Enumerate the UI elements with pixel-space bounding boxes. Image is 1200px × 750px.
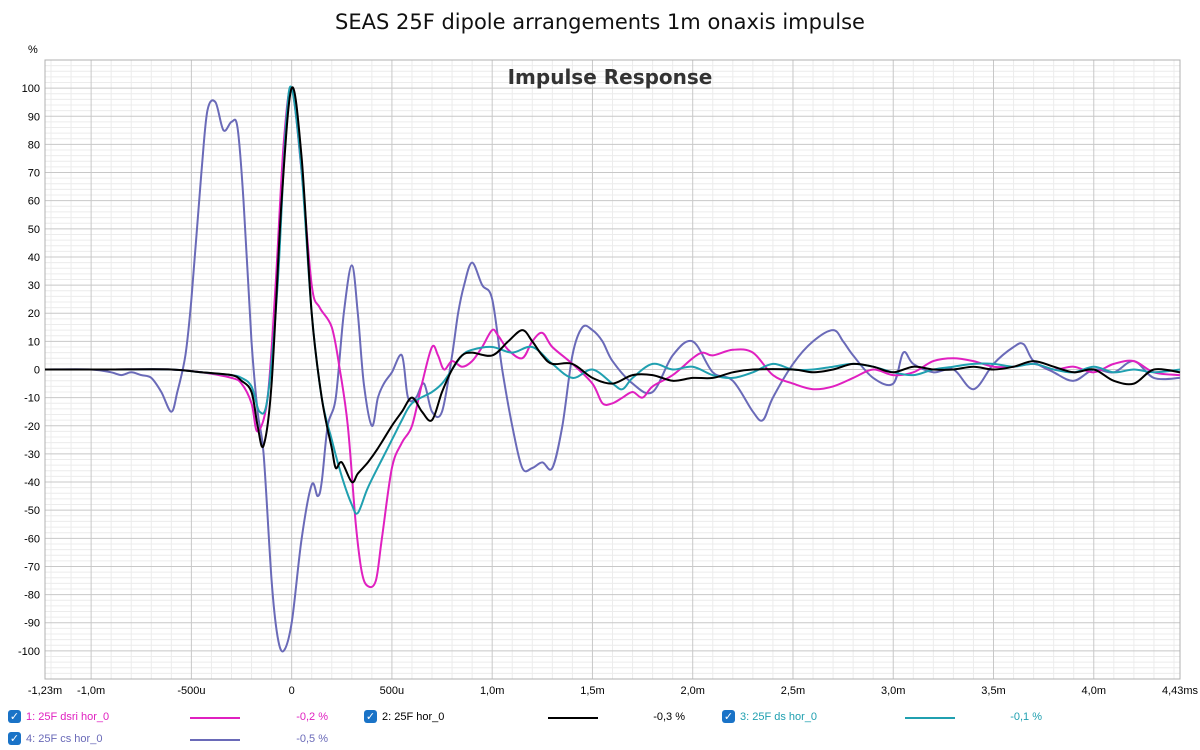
legend-swatch <box>190 739 240 741</box>
page-title: SEAS 25F dipole arrangements 1m onaxis i… <box>335 10 865 34</box>
legend-row: ✓ 4: 25F cs hor_0 -0,5 % <box>0 731 1200 749</box>
legend-checkbox[interactable]: ✓ <box>8 732 21 745</box>
y-tick-label: 20 <box>28 308 40 320</box>
legend-series-name: 2: 25F hor_0 <box>382 711 445 723</box>
y-tick-label: 90 <box>28 111 40 123</box>
y-tick-label: 0 <box>34 365 40 377</box>
x-tick-label: 1,0m <box>480 685 504 697</box>
legend-value: -0,5 % <box>296 733 328 745</box>
y-tick-label: -60 <box>24 533 40 545</box>
y-tick-label: -50 <box>24 505 40 517</box>
y-tick-label: 80 <box>28 139 40 151</box>
y-axis-label: % <box>28 44 38 56</box>
x-tick-label: -1,0m <box>77 685 105 697</box>
y-tick-label: -10 <box>24 393 40 405</box>
x-tick-label: 4,43ms <box>1162 685 1199 697</box>
legend-value: -0,2 % <box>296 711 328 723</box>
y-tick-label: -90 <box>24 618 40 630</box>
x-tick-label: 2,5m <box>781 685 805 697</box>
x-tick-label: -500u <box>177 685 205 697</box>
y-tick-label: 100 <box>22 83 40 95</box>
y-tick-label: 40 <box>28 252 40 264</box>
y-tick-label: 10 <box>28 336 40 348</box>
legend-item-2[interactable]: ✓ 2: 25F hor_0 -0,3 % <box>364 709 685 727</box>
legend-item-1[interactable]: ✓ 1: 25F dsri hor_0 -0,2 % <box>8 709 328 727</box>
y-tick-label: -40 <box>24 477 40 489</box>
legend-item-3[interactable]: ✓ 3: 25F ds hor_0 -0,1 % <box>722 709 1042 727</box>
series-layer <box>44 85 1181 653</box>
axes: 1009080706050403020100-10-20-30-40-50-60… <box>18 59 1199 697</box>
x-tick-label: 0 <box>289 685 295 697</box>
legend-value: -0,1 % <box>1010 711 1042 723</box>
legend-checkbox[interactable]: ✓ <box>364 710 377 723</box>
legend-series-name: 3: 25F ds hor_0 <box>740 711 818 723</box>
chart-title: Impulse Response <box>508 65 713 89</box>
legend-value: -0,3 % <box>653 711 685 723</box>
x-tick-label: -1,23m <box>28 685 62 697</box>
legend-item-4[interactable]: ✓ 4: 25F cs hor_0 -0,5 % <box>8 731 328 749</box>
grid <box>44 60 1181 679</box>
y-tick-label: -20 <box>24 421 40 433</box>
x-tick-label: 500u <box>380 685 404 697</box>
series-line-2 <box>45 86 1181 484</box>
y-tick-label: 30 <box>28 280 40 292</box>
x-tick-label: 1,5m <box>580 685 604 697</box>
y-tick-label: -70 <box>24 561 40 573</box>
series-line-4 <box>44 99 1181 653</box>
legend-row: ✓ 1: 25F dsri hor_0 -0,2 % ✓ 2: 25F hor_0 -0,… <box>0 709 1200 727</box>
series-line-3 <box>45 85 1181 515</box>
x-tick-label: 3,0m <box>881 685 905 697</box>
legend-checkbox[interactable]: ✓ <box>8 710 21 723</box>
y-tick-label: 60 <box>28 196 40 208</box>
x-tick-label: 4,0m <box>1082 685 1106 697</box>
legend-swatch <box>190 717 240 719</box>
legend-series-name: 4: 25F cs hor_0 <box>26 733 103 745</box>
legend-series-name: 1: 25F dsri hor_0 <box>26 711 110 723</box>
x-tick-label: 3,5m <box>981 685 1005 697</box>
y-tick-label: -100 <box>18 646 40 658</box>
legend-checkbox[interactable]: ✓ <box>722 710 735 723</box>
y-tick-label: -30 <box>24 449 40 461</box>
x-tick-label: 2,0m <box>680 685 704 697</box>
legend-swatch <box>548 717 598 719</box>
y-tick-label: -80 <box>24 590 40 602</box>
y-tick-label: 70 <box>28 168 40 180</box>
legend-swatch <box>905 717 955 719</box>
y-tick-label: 50 <box>28 224 40 236</box>
